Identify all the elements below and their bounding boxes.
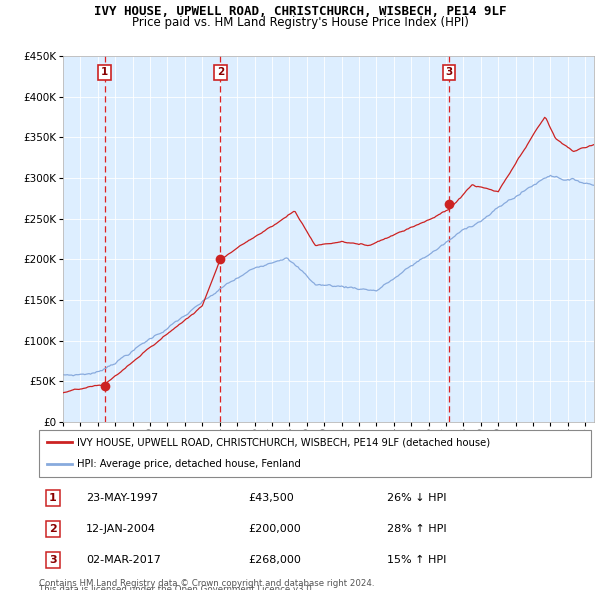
Text: 3: 3 bbox=[445, 67, 452, 77]
Text: 26% ↓ HPI: 26% ↓ HPI bbox=[387, 493, 446, 503]
Text: 15% ↑ HPI: 15% ↑ HPI bbox=[387, 555, 446, 565]
FancyBboxPatch shape bbox=[39, 430, 591, 477]
Text: £200,000: £200,000 bbox=[249, 524, 302, 534]
Text: 1: 1 bbox=[49, 493, 56, 503]
Text: 02-MAR-2017: 02-MAR-2017 bbox=[86, 555, 161, 565]
Text: 28% ↑ HPI: 28% ↑ HPI bbox=[387, 524, 446, 534]
Text: HPI: Average price, detached house, Fenland: HPI: Average price, detached house, Fenl… bbox=[77, 459, 301, 469]
Text: 12-JAN-2004: 12-JAN-2004 bbox=[86, 524, 156, 534]
Text: 3: 3 bbox=[49, 555, 56, 565]
Text: £268,000: £268,000 bbox=[249, 555, 302, 565]
Text: 23-MAY-1997: 23-MAY-1997 bbox=[86, 493, 158, 503]
Text: Price paid vs. HM Land Registry's House Price Index (HPI): Price paid vs. HM Land Registry's House … bbox=[131, 16, 469, 29]
Text: Contains HM Land Registry data © Crown copyright and database right 2024.: Contains HM Land Registry data © Crown c… bbox=[39, 579, 374, 588]
Text: £43,500: £43,500 bbox=[249, 493, 295, 503]
Text: This data is licensed under the Open Government Licence v3.0.: This data is licensed under the Open Gov… bbox=[39, 585, 314, 590]
Text: 1: 1 bbox=[101, 67, 108, 77]
Text: IVY HOUSE, UPWELL ROAD, CHRISTCHURCH, WISBECH, PE14 9LF: IVY HOUSE, UPWELL ROAD, CHRISTCHURCH, WI… bbox=[94, 5, 506, 18]
Text: 2: 2 bbox=[217, 67, 224, 77]
Text: 2: 2 bbox=[49, 524, 56, 534]
Text: IVY HOUSE, UPWELL ROAD, CHRISTCHURCH, WISBECH, PE14 9LF (detached house): IVY HOUSE, UPWELL ROAD, CHRISTCHURCH, WI… bbox=[77, 437, 490, 447]
